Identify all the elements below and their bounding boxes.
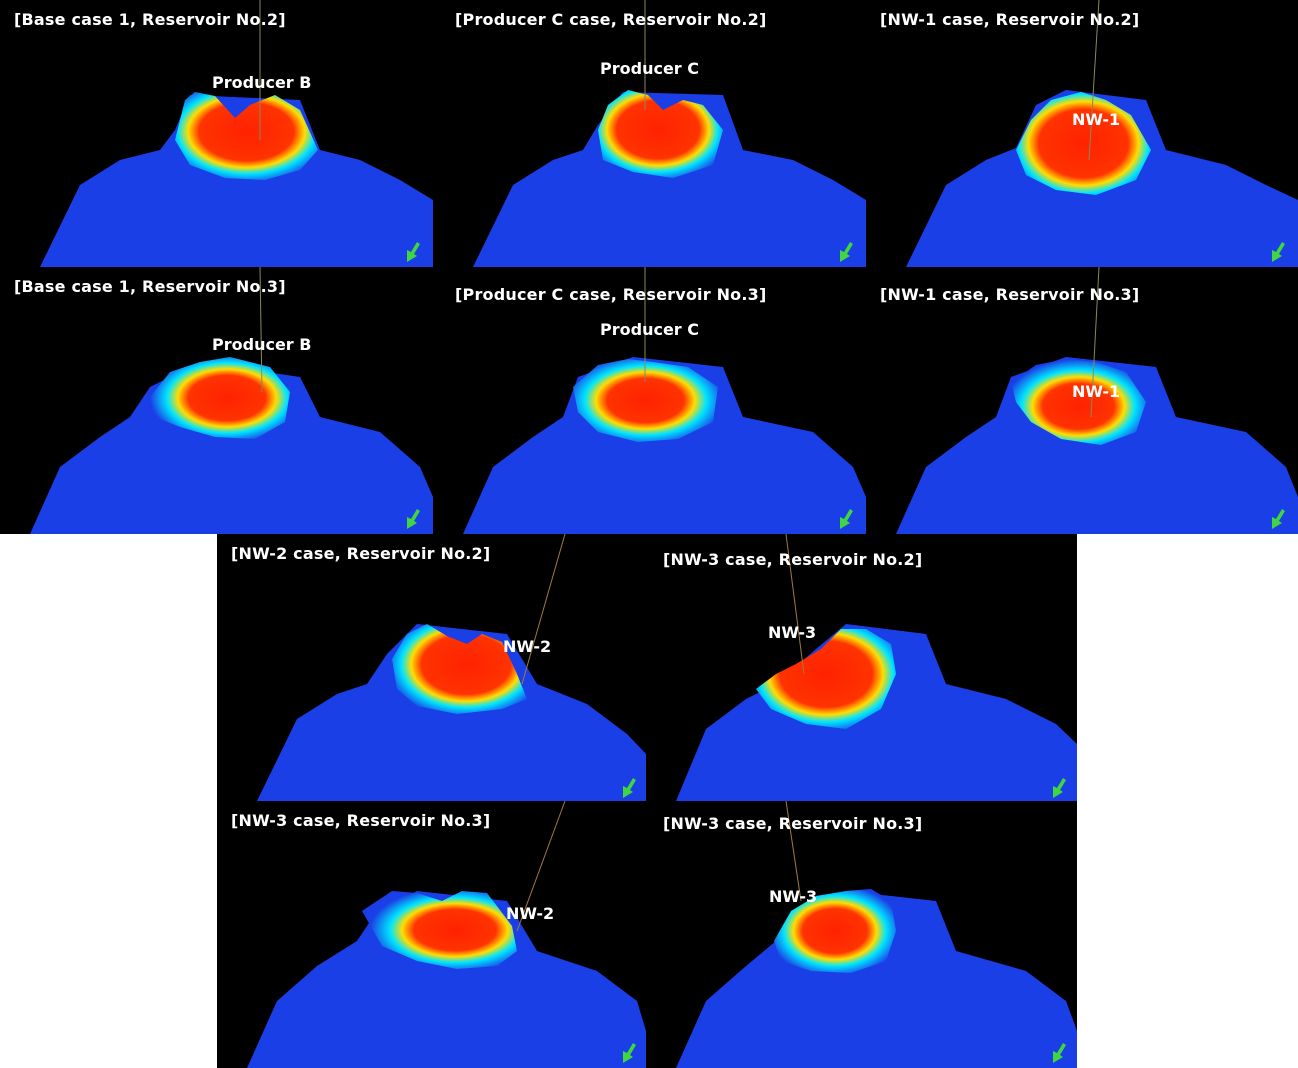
reservoir-body [473,92,866,267]
plume [175,92,318,180]
panel-nw-1-reservoir-2: [NW-1 case, Reservoir No.2] NW-1 [866,0,1298,267]
plume [1016,92,1151,195]
green-arrow-icon [1053,778,1066,798]
well-label: NW-2 [506,904,555,923]
reservoir-body [247,891,646,1068]
plume [774,889,896,973]
well-trajectory [521,534,566,685]
well-trajectory [1088,0,1100,161]
panel-caption: [NW-3 case, Reservoir No.3] [231,811,491,830]
panel-nw-3-reservoir-2: [NW-3 case, Reservoir No.2] NW-3 [646,534,1077,801]
reservoir-scene [906,0,1298,267]
well-label: NW-1 [1072,110,1121,129]
panel-caption: [NW-3 case, Reservoir No.2] [663,550,923,569]
well-trajectory [259,267,263,393]
panel-nw-3-reservoir-3-right: [NW-3 case, Reservoir No.3] NW-3 [646,801,1077,1068]
panel-caption: [Producer C case, Reservoir No.2] [455,10,767,29]
well-trajectory [785,534,805,675]
green-arrow-icon [407,509,420,529]
plume [392,624,527,714]
green-arrow-icon [407,242,420,262]
reservoir-body [676,624,1077,801]
reservoir-scene [30,267,433,534]
panel-caption: [Producer C case, Reservoir No.3] [455,285,767,304]
green-arrow-icon [1053,1043,1066,1063]
reservoir-scene [247,801,646,1068]
well-trajectory [516,801,566,932]
panel-nw-1-reservoir-3: [NW-1 case, Reservoir No.3] NW-1 [866,267,1298,534]
plume [756,629,896,729]
well-label: Producer B [212,73,312,92]
panel-nw-2-reservoir-2: [NW-2 case, Reservoir No.2] NW-2 [217,534,646,801]
plume [598,90,723,178]
green-arrow-icon [840,509,853,529]
well-label: Producer C [600,59,699,78]
panel-nw-3-reservoir-3-left: [NW-3 case, Reservoir No.3] NW-2 [217,801,646,1068]
green-arrow-icon [623,1043,636,1063]
plume [362,891,517,969]
reservoir-body [40,95,433,267]
panel-caption: [Base case 1, Reservoir No.3] [14,277,286,296]
reservoir-scene [896,267,1298,534]
plume [150,357,290,439]
reservoir-scene [257,534,646,801]
plume [573,359,718,442]
panel-caption: [NW-3 case, Reservoir No.3] [663,814,923,833]
well-label: Producer C [600,320,699,339]
reservoir-body [30,362,433,534]
reservoir-scene [473,0,866,267]
panel-caption: [NW-2 case, Reservoir No.2] [231,544,491,563]
well-trajectory [1090,267,1100,418]
panel-base-case-1-reservoir-2: [Base case 1, Reservoir No.2] Producer B [0,0,433,267]
green-arrow-icon [840,242,853,262]
panel-caption: [Base case 1, Reservoir No.2] [14,10,286,29]
green-arrow-icon [1272,242,1285,262]
reservoir-scene [463,267,866,534]
reservoir-scene [676,801,1077,1068]
reservoir-scene [40,0,433,267]
panel-base-case-1-reservoir-3: [Base case 1, Reservoir No.3] Producer B [0,267,433,534]
green-arrow-icon [623,778,636,798]
well-label: NW-2 [503,637,552,656]
reservoir-body [463,357,866,534]
green-arrow-icon [1272,509,1285,529]
plume [1011,359,1146,445]
well-label: NW-3 [769,887,818,906]
panel-producer-c-reservoir-3: [Producer C case, Reservoir No.3] Produc… [433,267,866,534]
panel-producer-c-reservoir-2: [Producer C case, Reservoir No.2] Produc… [433,0,866,267]
well-label: NW-1 [1072,382,1121,401]
well-label: Producer B [212,335,312,354]
well-label: NW-3 [768,623,817,642]
well-trajectory [785,801,802,902]
panel-caption: [NW-1 case, Reservoir No.3] [880,285,1140,304]
panel-caption: [NW-1 case, Reservoir No.2] [880,10,1140,29]
reservoir-body [676,891,1077,1068]
reservoir-scene [676,534,1077,801]
reservoir-body [896,357,1298,534]
